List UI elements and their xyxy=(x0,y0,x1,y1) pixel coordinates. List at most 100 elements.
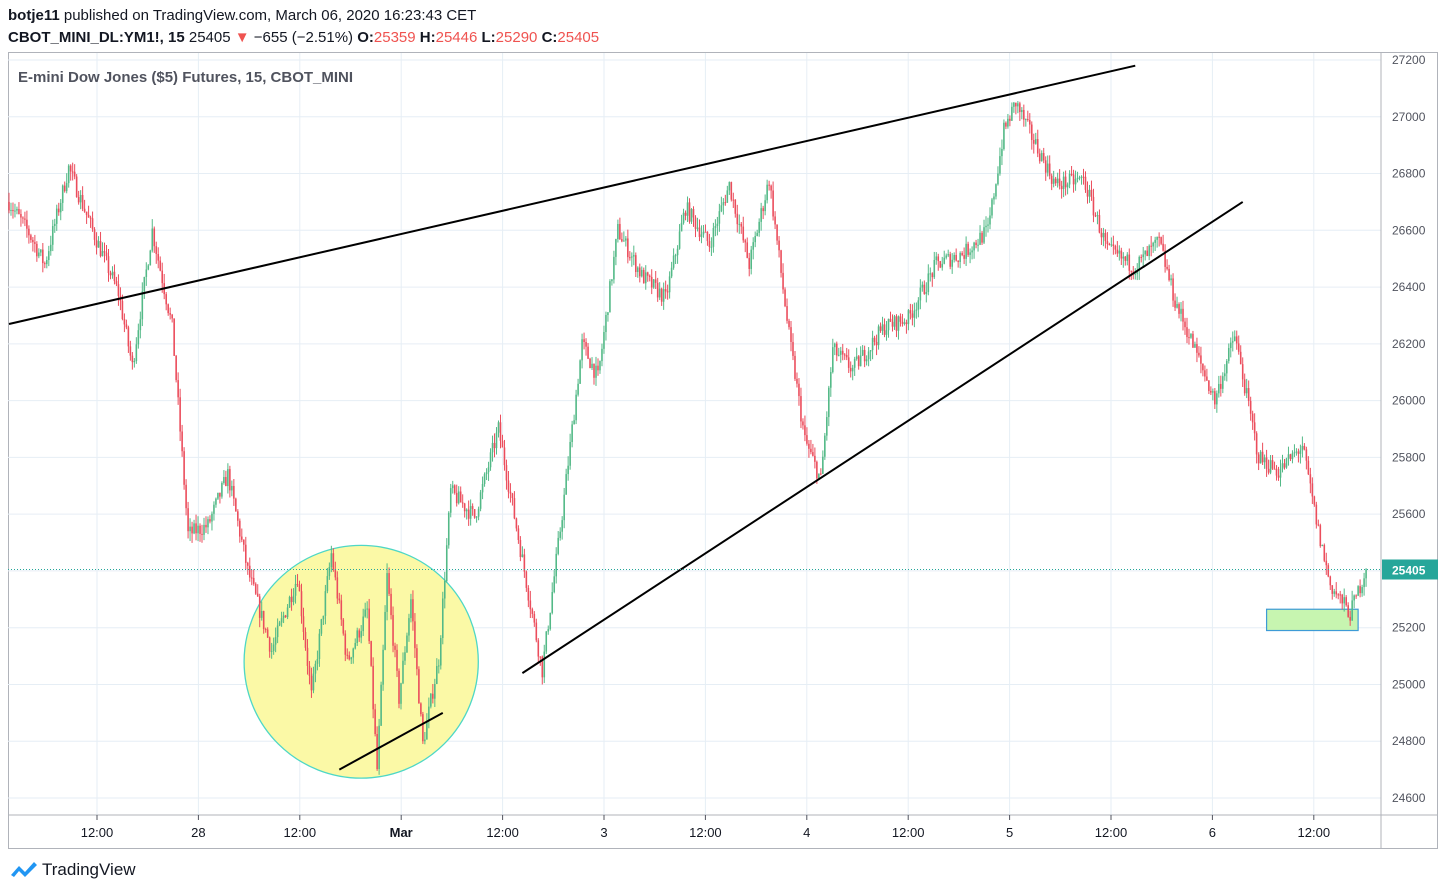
candle-body xyxy=(973,242,975,251)
candle-body xyxy=(246,562,249,566)
candle-body xyxy=(943,257,946,264)
candle-body xyxy=(350,657,353,660)
candle-body xyxy=(684,212,687,216)
candle-body xyxy=(525,571,528,588)
candle-body xyxy=(627,238,629,258)
candle-body xyxy=(177,380,179,398)
candle-body xyxy=(674,255,677,257)
time-tick-label: 12:00 xyxy=(81,825,114,840)
tradingview-logo-icon xyxy=(11,862,37,877)
candle-body xyxy=(977,244,979,246)
candle-body xyxy=(1138,256,1141,271)
candle-body xyxy=(1114,245,1117,250)
candle-body xyxy=(682,212,685,223)
candle-body xyxy=(233,485,235,499)
candle-body xyxy=(137,330,140,345)
last-price: 25405 xyxy=(188,29,231,46)
candle-body xyxy=(764,200,766,212)
candle-body xyxy=(1204,370,1206,377)
candle-body xyxy=(1192,333,1194,348)
candle-body xyxy=(1021,109,1023,113)
candle-body xyxy=(804,425,806,436)
candle-body xyxy=(1158,236,1160,238)
candle-body xyxy=(131,355,134,363)
candle-body xyxy=(231,485,233,491)
candle-body xyxy=(999,156,1001,174)
candle-body xyxy=(837,354,840,356)
candle-body xyxy=(384,611,386,650)
candle-body xyxy=(678,231,681,249)
candle-body xyxy=(1198,352,1200,356)
candle-body xyxy=(1120,250,1123,259)
candle-body xyxy=(358,630,361,638)
candle-body xyxy=(808,443,810,449)
price-tick-label: 26600 xyxy=(1392,223,1426,237)
candle-body xyxy=(766,184,768,201)
candle-body xyxy=(1355,595,1357,597)
candle-body xyxy=(239,520,241,537)
candle-body xyxy=(276,625,279,638)
footer-brand[interactable]: TradingView xyxy=(10,860,136,880)
candle-body xyxy=(555,553,558,577)
candle-body xyxy=(654,279,657,283)
candle-body xyxy=(79,194,82,203)
candle-body xyxy=(867,351,870,360)
candle-body xyxy=(833,343,836,348)
candle-body xyxy=(1245,388,1248,394)
candle-body xyxy=(1174,300,1176,308)
candle-body xyxy=(46,260,48,265)
candle-body xyxy=(1186,327,1188,338)
candle-body xyxy=(686,202,689,216)
candle-body xyxy=(1303,445,1306,450)
candle-body xyxy=(32,239,34,243)
candle-body xyxy=(159,260,162,271)
candle-body xyxy=(1267,468,1270,473)
candle-body xyxy=(879,326,882,331)
symbol-label[interactable]: CBOT_MINI_DL:YM1!, 15 xyxy=(8,29,185,46)
candle-body xyxy=(776,224,778,241)
candle-body xyxy=(975,242,977,246)
candle-body xyxy=(205,524,207,528)
candle-body xyxy=(831,347,834,373)
candle-body xyxy=(199,525,201,534)
candle-body xyxy=(941,263,944,268)
candle-body xyxy=(495,432,498,449)
candle-body xyxy=(1343,597,1345,604)
candle-body xyxy=(473,509,476,518)
candle-body xyxy=(989,215,991,225)
candle-body xyxy=(1269,460,1272,473)
candle-body xyxy=(646,272,649,276)
candle-body xyxy=(625,238,627,241)
candle-body xyxy=(756,232,758,237)
candle-body xyxy=(638,267,641,277)
candle-body xyxy=(1168,268,1170,281)
trendline xyxy=(338,711,444,771)
candle-body xyxy=(402,660,404,684)
candle-body xyxy=(1046,163,1049,173)
candle-body xyxy=(609,281,611,313)
candle-body xyxy=(790,327,792,342)
candle-body xyxy=(828,387,830,418)
candle-body xyxy=(1116,249,1119,254)
price-tick-label: 26000 xyxy=(1392,394,1426,408)
candle-body xyxy=(439,638,442,666)
candle-body xyxy=(380,684,382,726)
candle-body xyxy=(579,360,581,384)
candle-body xyxy=(386,573,388,612)
candle-body xyxy=(537,640,540,657)
candle-body xyxy=(352,648,355,658)
author-name[interactable]: botje11 xyxy=(8,7,60,24)
candle-body xyxy=(830,372,832,388)
candle-body xyxy=(1259,451,1262,464)
candle-body xyxy=(318,633,321,659)
candle-body xyxy=(539,656,542,658)
candle-body xyxy=(845,354,848,358)
candle-body xyxy=(1227,348,1230,361)
chart-annotations xyxy=(243,544,1359,779)
candle-body xyxy=(1001,148,1003,157)
candle-body xyxy=(171,314,173,319)
candle-body xyxy=(256,593,259,597)
candle-body xyxy=(1271,460,1274,469)
trendline xyxy=(8,64,1136,325)
